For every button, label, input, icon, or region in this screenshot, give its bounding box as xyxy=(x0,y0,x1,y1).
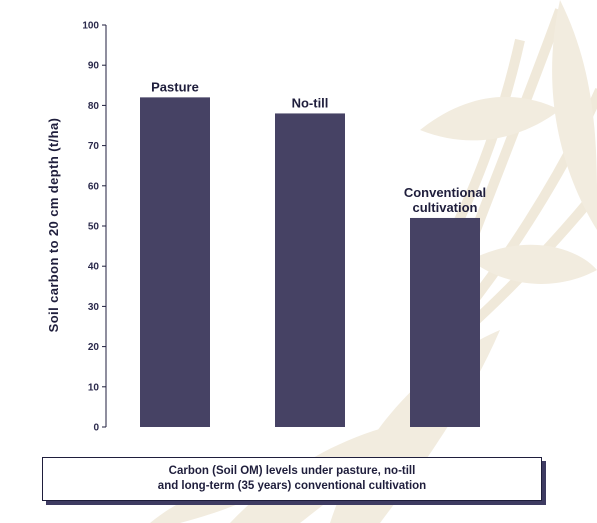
bar-no-till xyxy=(275,113,345,427)
chart-caption: Carbon (Soil OM) levels under pasture, n… xyxy=(157,465,427,492)
y-tick-label: 100 xyxy=(82,21,99,32)
y-tick-label: 50 xyxy=(88,222,100,233)
bar-labels: Pasture No-till Conventional cultivation xyxy=(151,79,486,215)
bar-pasture xyxy=(140,97,210,428)
y-tick-label: 20 xyxy=(88,342,100,353)
bar-label-line: No-till xyxy=(292,95,329,110)
y-tick-label: 10 xyxy=(88,382,100,393)
bar-label-line: Pasture xyxy=(151,79,199,94)
bar-label: Conventional cultivation xyxy=(404,185,486,215)
y-axis-label: Soil carbon to 20 cm depth (t/ha) xyxy=(46,118,61,333)
y-tick-label: 40 xyxy=(88,262,100,273)
y-tick-label: 90 xyxy=(88,61,100,72)
y-tick-label: 80 xyxy=(88,101,100,112)
bar-label-line: Conventional xyxy=(404,185,486,200)
y-tick-label: 0 xyxy=(93,423,99,434)
y-tick-label: 60 xyxy=(88,181,100,192)
caption-box: Carbon (Soil OM) levels under pasture, n… xyxy=(42,457,542,501)
bar-chart: 0 10 20 30 40 50 60 70 80 90 100 Pasture No-till Con… xyxy=(46,21,486,434)
bar-label: Pasture xyxy=(151,79,199,94)
y-tick-label: 30 xyxy=(88,302,100,313)
bar-label: No-till xyxy=(292,95,329,110)
y-tick-label: 70 xyxy=(88,141,100,152)
y-axis: 0 10 20 30 40 50 60 70 80 90 100 xyxy=(82,21,107,434)
bars xyxy=(140,97,480,428)
bar-conventional-cultivation xyxy=(410,217,480,427)
bar-label-line: cultivation xyxy=(412,200,477,215)
